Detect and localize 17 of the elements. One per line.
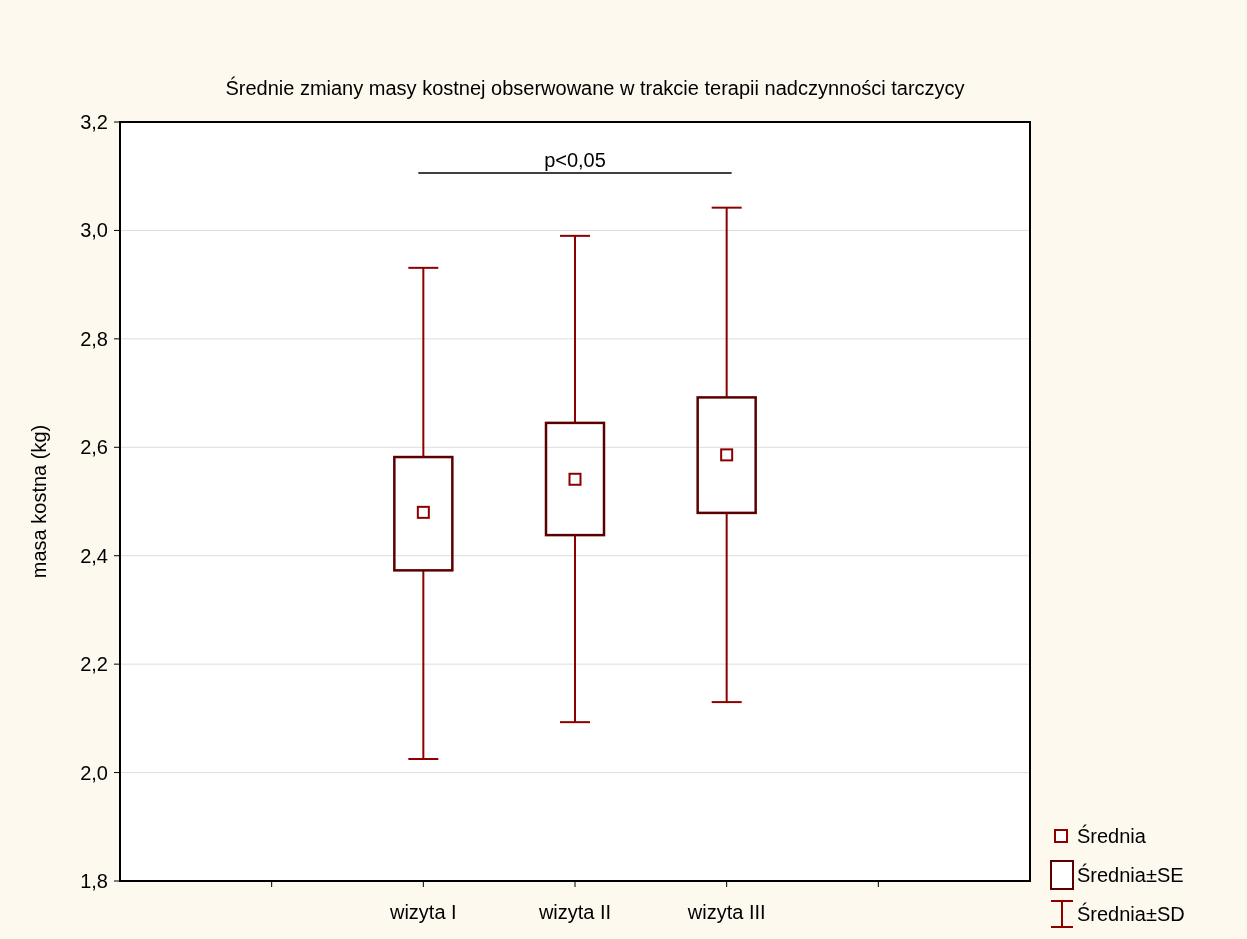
y-tick-label: 2,8 bbox=[80, 327, 108, 350]
chart-title: Średnie zmiany masy kostnej obserwowane w trakcie terapii nadczynności tarczycy bbox=[225, 76, 965, 99]
x-tick-label: wizyta III bbox=[686, 901, 766, 923]
x-tick-label: wizyta I bbox=[388, 901, 457, 923]
y-tick-label: 3,0 bbox=[80, 219, 108, 242]
annotation: p<0,05 bbox=[544, 149, 606, 171]
y-tick-label: 3,2 bbox=[80, 111, 108, 133]
y-tick-label: 2,6 bbox=[80, 436, 108, 459]
y-tick-label: 2,0 bbox=[80, 761, 108, 784]
y-tick-label: 2,2 bbox=[80, 653, 108, 676]
x-tick-label: wizyta II bbox=[537, 901, 612, 923]
text: Średnia bbox=[1077, 824, 1147, 847]
y-tick-label: 1,8 bbox=[80, 870, 108, 892]
text: Średnia±SE bbox=[1077, 863, 1184, 886]
y-axis-title: masa kostna (kg) bbox=[28, 424, 50, 579]
y-tick-label: 2,4 bbox=[80, 544, 108, 567]
text: Średnia±SD bbox=[1077, 902, 1185, 925]
